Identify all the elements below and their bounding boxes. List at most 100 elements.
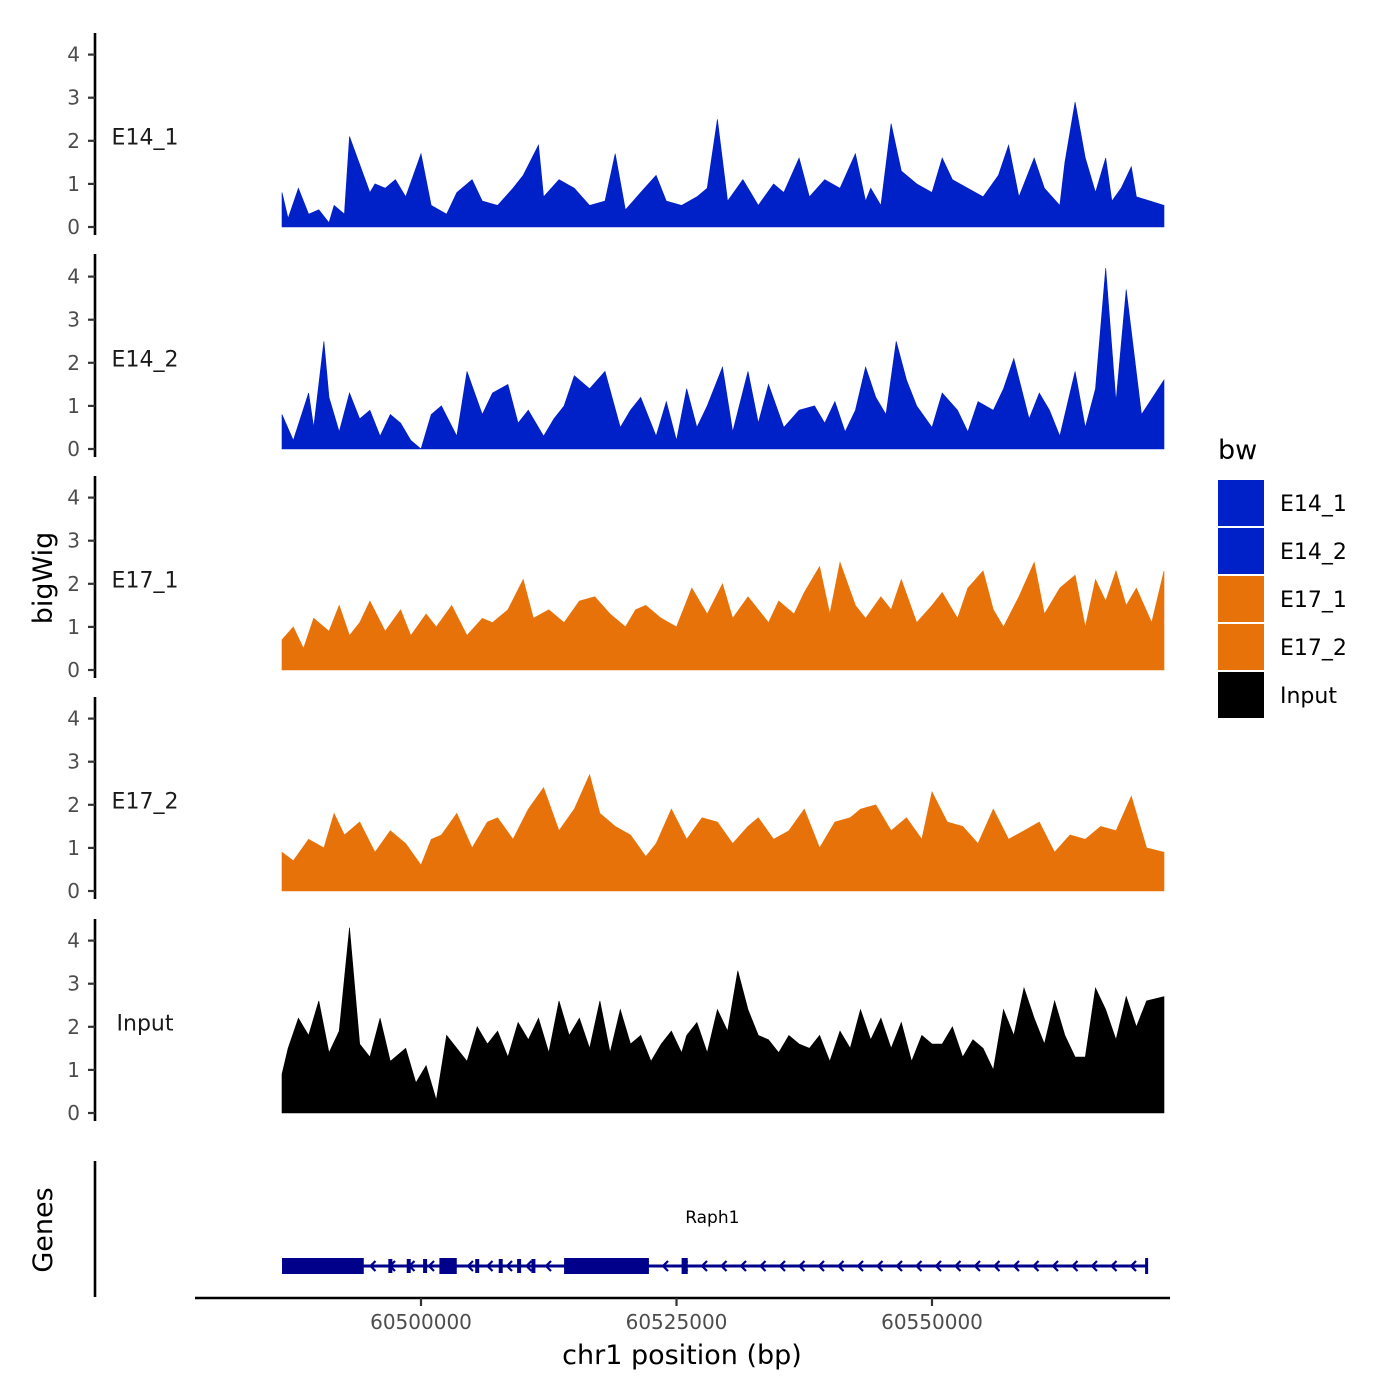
track-label: E17_1 [112,568,179,593]
gene-exon-small [388,1259,393,1273]
y-tick-label: 4 [67,43,80,67]
y-tick-label: 2 [67,572,80,596]
y-tick-label: 2 [67,1015,80,1039]
y-tick-label: 3 [67,529,80,553]
strand-arrow [505,1260,513,1272]
gene-exon-small [423,1259,428,1273]
legend-label: E17_2 [1280,636,1347,661]
y-tick-label: 2 [67,129,80,153]
strand-arrow [875,1260,884,1272]
signal-area [281,561,1165,671]
legend-label: E17_1 [1280,588,1347,613]
signal-area [281,101,1165,228]
y-tick-label: 0 [67,658,80,682]
y-tick-label: 1 [67,836,80,860]
y-tick-label: 1 [67,172,80,196]
y-tick-label: 3 [67,86,80,110]
y-tick-label: 0 [67,879,80,903]
legend-swatch [1218,624,1264,670]
y-tick-label: 1 [67,394,80,418]
strand-arrow [368,1260,377,1272]
strand-arrow [836,1260,845,1272]
strand-arrow [856,1260,864,1272]
signal-tracks: 0 1 2 3 4 E14_1 0 1 2 3 4 E14_2 0 1 2 3 4 E17_1 0 1 2 3 4 E17_2… [67,33,1165,1125]
strand-arrow [817,1260,825,1272]
strand-arrow [953,1260,962,1272]
y-tick-label: 4 [67,929,80,953]
x-tick-label: 60500000 [370,1310,472,1334]
y-tick-label: 4 [67,707,80,731]
strand-arrow [719,1260,728,1272]
y-axis-title: bigWig [28,532,59,625]
strand-arrow [895,1260,903,1272]
legend-label: E14_1 [1280,492,1347,517]
strand-arrow [1070,1260,1079,1272]
gene-exon [282,1258,364,1274]
strand-arrow [1090,1260,1098,1272]
gene-name-label: Raph1 [685,1208,739,1228]
legend-swatch [1218,576,1264,622]
gene-exon-small [406,1259,411,1273]
track-label: Input [117,1011,174,1036]
y-tick-label: 2 [67,351,80,375]
legend-label: Input [1280,684,1337,709]
y-tick-label: 4 [67,265,80,289]
y-tick-label: 3 [67,972,80,996]
signal-area [281,267,1165,450]
x-tick-label: 60550000 [881,1310,983,1334]
gene-exon-small [498,1259,503,1273]
strand-arrow [1109,1260,1118,1272]
track-label: E17_2 [112,789,179,814]
strand-arrow [544,1260,552,1272]
track-e17-1: 0 1 2 3 4 E17_1 [67,476,1165,682]
strand-arrow [739,1260,747,1272]
strand-arrow [934,1260,942,1272]
gene-exon-small [517,1259,522,1273]
strand-arrow [1051,1260,1059,1272]
strand-arrow [427,1260,435,1272]
strand-arrow [797,1260,806,1272]
signal-area [281,927,1165,1114]
legend-swatch [1218,672,1264,718]
legend-title: bw [1218,435,1257,466]
gene-exon [439,1258,457,1274]
gene-exon [681,1258,688,1274]
gene-exon-small [531,1259,536,1273]
track-label: E14_2 [112,347,179,372]
strand-arrow [661,1260,669,1272]
track-input: 0 1 2 3 4 Input [67,919,1165,1125]
genes-panel: Raph1 [93,1161,1149,1297]
strand-arrow [524,1260,533,1272]
y-tick-label: 0 [67,215,80,239]
strand-arrow [778,1260,786,1272]
strand-arrow [973,1260,981,1272]
legend-swatch [1218,480,1264,526]
y-tick-label: 2 [67,793,80,817]
strand-arrow [914,1260,923,1272]
track-e14-1: 0 1 2 3 4 E14_1 [67,33,1165,239]
strand-arrow [758,1260,767,1272]
gene-exon [564,1258,649,1274]
strand-arrow [700,1260,708,1272]
y-tick-label: 1 [67,615,80,639]
y-tick-label: 3 [67,308,80,332]
strand-arrow [485,1260,494,1272]
legend: bw E14_1 E14_2 E17_1 E17_2 Input [1218,435,1347,718]
signal-area [281,773,1165,892]
legend-label: E14_2 [1280,540,1347,565]
strand-arrow [1012,1260,1020,1272]
y-tick-label: 0 [67,437,80,461]
track-e14-2: 0 1 2 3 4 E14_2 [67,254,1165,461]
gene-exon-small [475,1259,480,1273]
strand-arrow [992,1260,1001,1272]
strand-arrow [466,1260,474,1272]
track-label: E14_1 [112,125,179,150]
legend-swatch [1218,528,1264,574]
track-e17-2: 0 1 2 3 4 E17_2 [67,697,1165,903]
y-tick-label: 3 [67,750,80,774]
genes-axis-title: Genes [28,1187,59,1272]
x-axis: 60500000 60525000 60550000 [195,1296,1170,1334]
strand-arrow [1129,1260,1137,1272]
y-tick-label: 0 [67,1101,80,1125]
